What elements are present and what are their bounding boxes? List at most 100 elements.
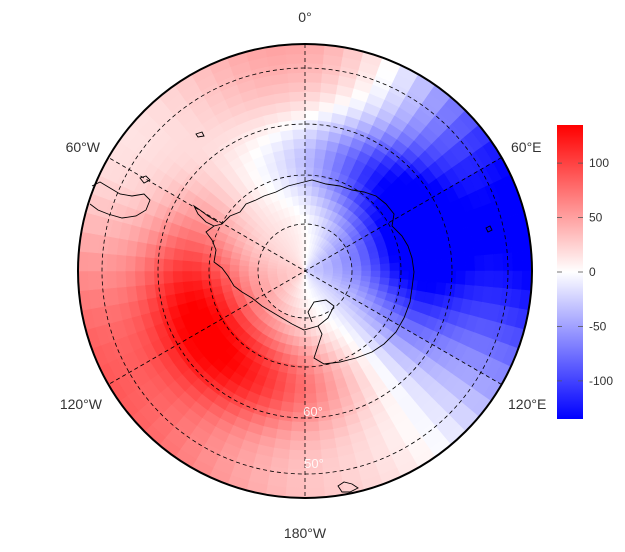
field-cell: [172, 247, 185, 261]
field-cell: [172, 259, 183, 272]
field-cell: [182, 249, 194, 262]
lon-label-0: 0°: [298, 9, 311, 25]
field-cell: [257, 270, 268, 276]
field-cell: [313, 373, 326, 385]
field-cell: [289, 430, 306, 442]
field-cell: [304, 90, 321, 102]
field-cell: [361, 264, 372, 272]
field-cell: [417, 259, 429, 272]
field-cell: [304, 157, 316, 168]
lon-label-180: 180°W: [284, 525, 327, 541]
field-cell: [299, 213, 306, 225]
field-cell: [389, 262, 400, 272]
field-cell: [289, 440, 306, 452]
field-cell: [304, 185, 313, 196]
field-cell: [427, 259, 438, 272]
colorbar: 100 50 0 -50 -100: [557, 125, 613, 419]
field-cell: [181, 259, 193, 272]
latitude-circle-60s: [157, 123, 453, 419]
field-cell: [342, 266, 353, 272]
colorbar-ticks: 100 50 0 -50 -100: [557, 156, 613, 388]
coastline-layer: [89, 131, 493, 493]
field-cell: [172, 270, 183, 283]
field-cell: [304, 62, 324, 74]
field-cell: [304, 383, 317, 395]
field-cell: [304, 421, 320, 433]
field-cell: [304, 487, 326, 498]
lat-label-60s: 60°: [303, 404, 323, 419]
field-cell: [314, 382, 327, 394]
field-cell: [304, 128, 318, 140]
field-cell: [369, 257, 381, 266]
south-america-coastline: [89, 181, 151, 219]
field-cell: [289, 100, 306, 112]
field-cell: [370, 264, 381, 272]
field-cell: [455, 256, 467, 272]
field-cell: [96, 270, 108, 290]
field-cell: [294, 157, 306, 168]
field-cell: [298, 204, 306, 215]
field-cell: [288, 449, 306, 461]
field-cell: [293, 147, 306, 159]
field-cell: [304, 477, 325, 489]
field-cell: [483, 254, 495, 272]
field-cell: [310, 335, 319, 347]
field-cell: [288, 81, 306, 93]
field-cell: [446, 270, 457, 285]
map-boundary: [77, 43, 533, 499]
field-cell: [87, 270, 99, 291]
field-cell: [281, 391, 295, 404]
field-cell: [304, 430, 321, 442]
colorbar-tick-label: 100: [589, 156, 609, 170]
field-cell: [191, 270, 202, 282]
field-cell: [296, 176, 306, 187]
field-cell: [219, 277, 231, 287]
field-cell: [293, 138, 306, 149]
field-cell: [287, 459, 306, 470]
field-cell: [283, 148, 296, 160]
field-cell: [106, 270, 117, 289]
field-cell: [162, 270, 174, 284]
lon-label-120e: 120°E: [508, 396, 546, 412]
south-georgia: [195, 131, 205, 138]
field-cell: [304, 298, 309, 310]
new-zealand-coastline: [337, 481, 359, 493]
field-cell: [483, 270, 495, 288]
field-cell: [210, 278, 222, 288]
antarctica-coastline: [205, 179, 415, 365]
field-cell: [134, 270, 146, 287]
field-cell: [379, 255, 391, 265]
field-cell: [304, 336, 312, 347]
field-cell: [351, 265, 363, 272]
lon-label-60e: 60°E: [511, 139, 542, 155]
field-cell: [287, 72, 306, 83]
field-cell: [304, 138, 317, 149]
field-cell: [281, 138, 295, 151]
field-cell: [289, 185, 299, 197]
field-cell: [521, 250, 532, 272]
field-cell: [315, 138, 329, 151]
field-cell: [247, 270, 259, 277]
field-cell: [455, 270, 467, 286]
field-cell: [191, 279, 203, 292]
field-cell: [332, 267, 344, 272]
field-cell: [298, 195, 306, 206]
field-cell: [380, 263, 391, 272]
field-cell: [502, 252, 514, 272]
field-cell: [293, 393, 306, 404]
field-cell: [493, 270, 504, 289]
field-cell: [290, 421, 306, 433]
colorbar-tick-label: 50: [589, 211, 603, 225]
field-cell: [291, 195, 300, 207]
field-cell: [290, 109, 306, 121]
field-cell: [304, 147, 317, 159]
field-cell: [464, 270, 476, 287]
field-cell: [78, 270, 89, 292]
ross-ice-shelf-edge: [307, 299, 335, 327]
field-cell: [296, 355, 306, 366]
lon-label-60w: 60°W: [66, 139, 101, 155]
field-cell: [210, 262, 221, 272]
meridian-120e-60w: [108, 157, 502, 385]
field-cell: [182, 280, 194, 293]
